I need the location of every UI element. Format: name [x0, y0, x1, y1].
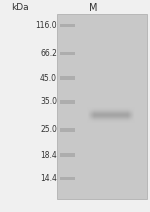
Text: kDa: kDa — [11, 3, 28, 12]
Bar — [60, 153, 75, 157]
Text: 18.4: 18.4 — [40, 151, 57, 160]
Text: M: M — [89, 3, 97, 13]
Bar — [60, 128, 75, 132]
Bar — [60, 177, 75, 180]
Text: 45.0: 45.0 — [40, 74, 57, 82]
Text: 35.0: 35.0 — [40, 97, 57, 106]
Bar — [60, 24, 75, 27]
Text: 25.0: 25.0 — [40, 125, 57, 134]
Bar — [60, 100, 75, 104]
Text: 14.4: 14.4 — [40, 174, 57, 183]
Bar — [60, 52, 75, 55]
Bar — [57, 14, 147, 199]
Bar — [60, 76, 75, 80]
Text: 66.2: 66.2 — [40, 49, 57, 58]
Text: 116.0: 116.0 — [35, 21, 57, 30]
